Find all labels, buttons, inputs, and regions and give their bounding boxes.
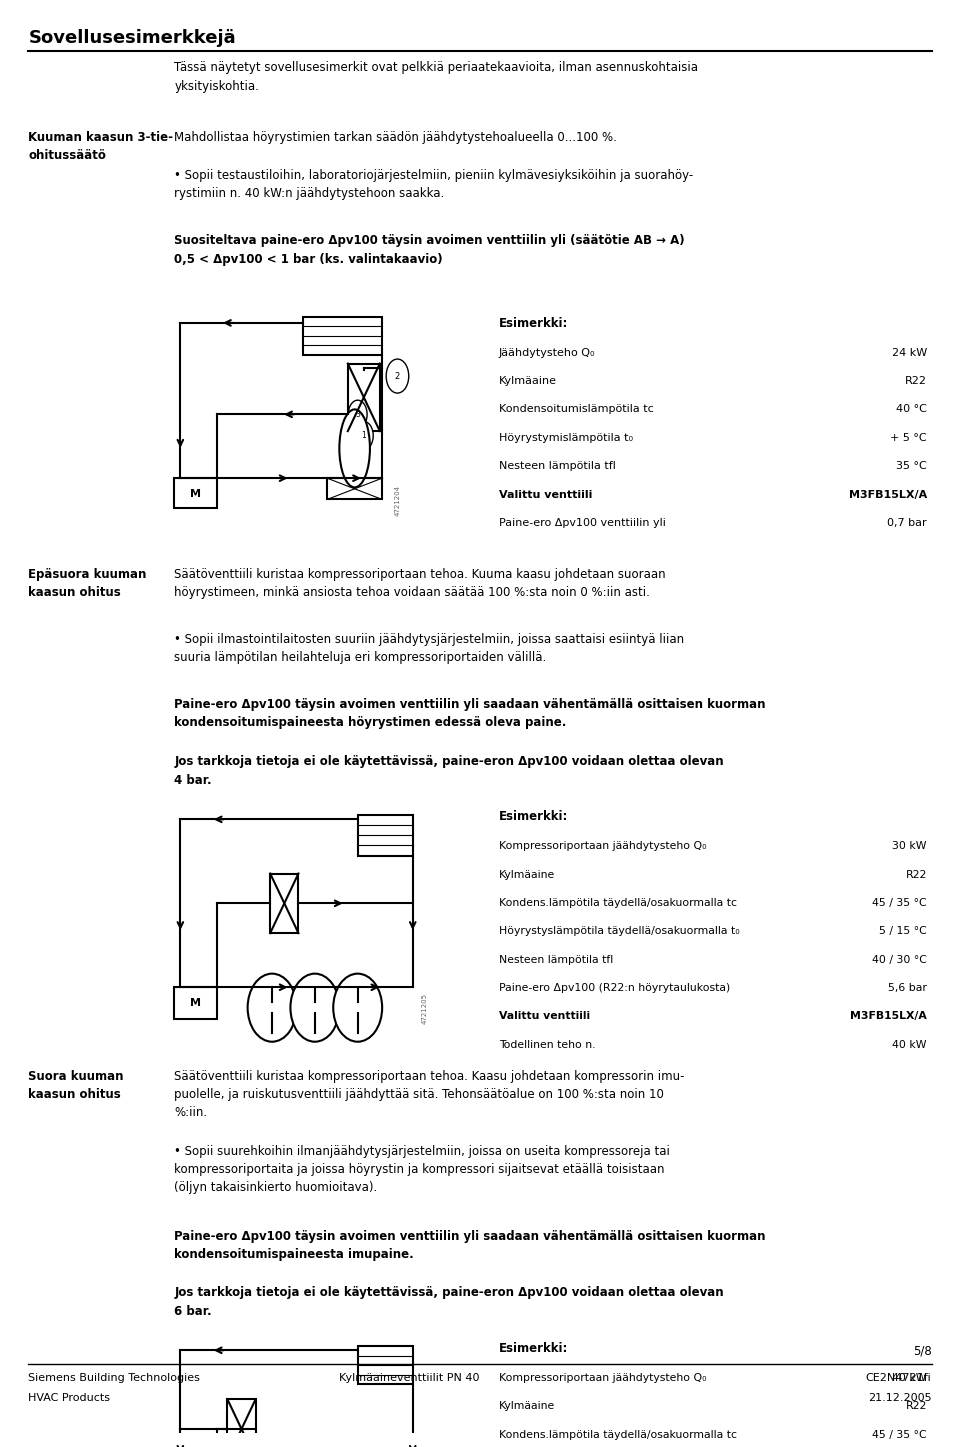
Text: 0,7 bar: 0,7 bar [887, 518, 927, 528]
Text: Siemens Building Technologies: Siemens Building Technologies [29, 1373, 201, 1383]
Bar [302, 317, 382, 355]
Text: 5 / 15 °C: 5 / 15 °C [879, 926, 927, 936]
Text: 4721205: 4721205 [421, 993, 428, 1023]
Text: R22: R22 [905, 870, 927, 880]
Text: HVAC Products: HVAC Products [29, 1393, 110, 1402]
Text: Esimerkki:: Esimerkki: [499, 1341, 568, 1354]
Text: Paine-ero Δpv100 venttiilin yli: Paine-ero Δpv100 venttiilin yli [499, 518, 665, 528]
Text: Kondens.lämpötila täydellä/osakuormalla tc: Kondens.lämpötila täydellä/osakuormalla … [499, 1430, 737, 1440]
Text: 30 kW: 30 kW [893, 841, 927, 851]
Text: Suora kuuman
kaasun ohitus: Suora kuuman kaasun ohitus [29, 1069, 124, 1101]
Ellipse shape [291, 974, 339, 1042]
Text: Suositeltava paine-ero Δpv100 täysin avoimen venttiilin yli (säätötie AB → A)
0,: Suositeltava paine-ero Δpv100 täysin avo… [174, 234, 684, 266]
Text: 1: 1 [361, 431, 366, 440]
Text: Tässä näytetyt sovellusesimerkit ovat pelkkiä periaatekaavioita, ilman asennusko: Tässä näytetyt sovellusesimerkit ovat pe… [174, 61, 698, 93]
Circle shape [354, 421, 373, 450]
Bar [358, 1346, 413, 1385]
Text: 45 / 35 °C: 45 / 35 °C [873, 899, 927, 907]
Bar [270, 874, 299, 933]
Text: 40 °C: 40 °C [896, 404, 927, 414]
Text: Kondens.lämpötila täydellä/osakuormalla tc: Kondens.lämpötila täydellä/osakuormalla … [499, 899, 737, 907]
Bar [327, 478, 382, 499]
Bar [228, 1399, 255, 1447]
Text: R22: R22 [905, 1401, 927, 1411]
Text: 45 / 35 °C: 45 / 35 °C [873, 1430, 927, 1440]
Text: Kondensoitumislämpötila tc: Kondensoitumislämpötila tc [499, 404, 654, 414]
Text: Nesteen lämpötila tfl: Nesteen lämpötila tfl [499, 462, 615, 472]
Text: M: M [190, 489, 202, 499]
Text: Paine-ero Δpv100 täysin avoimen venttiilin yli saadaan vähentämällä osittaisen k: Paine-ero Δpv100 täysin avoimen venttiil… [174, 697, 766, 729]
Text: Nesteen lämpötila tfl: Nesteen lämpötila tfl [499, 955, 613, 965]
Circle shape [386, 359, 409, 394]
Text: Kylmäaine: Kylmäaine [499, 376, 557, 386]
Text: 5,6 bar: 5,6 bar [888, 983, 927, 993]
Text: 40 kW: 40 kW [893, 1040, 927, 1049]
Text: 35 °C: 35 °C [896, 462, 927, 472]
Text: 40 / 30 °C: 40 / 30 °C [872, 955, 927, 965]
Bar [358, 815, 413, 855]
Text: Esimerkki:: Esimerkki: [499, 810, 568, 823]
Text: Kompressoriportaan jäähdytysteho Q₀: Kompressoriportaan jäähdytysteho Q₀ [499, 1373, 707, 1383]
Text: Kylmäaine: Kylmäaine [499, 870, 555, 880]
Text: • Sopii ilmastointilaitosten suuriin jäähdytysjärjestelmiin, joissa saattaisi es: • Sopii ilmastointilaitosten suuriin jää… [174, 632, 684, 664]
Circle shape [348, 401, 367, 428]
Text: 40 kW: 40 kW [893, 1373, 927, 1383]
Bar [174, 987, 217, 1019]
Text: + 5 °C: + 5 °C [890, 433, 927, 443]
Text: Esimerkki:: Esimerkki: [499, 317, 568, 330]
Text: Paine-ero Δpv100 (R22:n höyrytaulukosta): Paine-ero Δpv100 (R22:n höyrytaulukosta) [499, 983, 730, 993]
Text: Jos tarkkoja tietoja ei ole käytettävissä, paine-eron Δpv100 voidaan olettaa ole: Jos tarkkoja tietoja ei ole käytettäviss… [174, 755, 724, 787]
Text: 5/8: 5/8 [913, 1344, 931, 1357]
Text: Säätöventtiili kuristaa kompressoriportaan tehoa. Kaasu johdetaan kompressorin i: Säätöventtiili kuristaa kompressoriporta… [174, 1069, 684, 1119]
Text: Todellinen teho n.: Todellinen teho n. [499, 1040, 595, 1049]
Text: R22: R22 [905, 376, 927, 386]
Text: 21.12.2005: 21.12.2005 [868, 1393, 931, 1402]
Text: Säätöventtiili kuristaa kompressoriportaan tehoa. Kuuma kaasu johdetaan suoraan
: Säätöventtiili kuristaa kompressoriporta… [174, 567, 666, 599]
Text: 24 kW: 24 kW [892, 347, 927, 357]
Text: • Sopii testaustiloihin, laboratoriojärjestelmiin, pieniin kylmävesiyksiköihin j: • Sopii testaustiloihin, laboratoriojärj… [174, 169, 693, 200]
Text: Sovellusesimerkkejä: Sovellusesimerkkejä [29, 29, 236, 46]
Text: Kompressoriportaan jäähdytysteho Q₀: Kompressoriportaan jäähdytysteho Q₀ [499, 841, 707, 851]
Text: 3: 3 [355, 410, 360, 418]
Text: Paine-ero Δpv100 täysin avoimen venttiilin yli saadaan vähentämällä osittaisen k: Paine-ero Δpv100 täysin avoimen venttiil… [174, 1230, 766, 1260]
Text: Jos tarkkoja tietoja ei ole käytettävissä, paine-eron Δpv100 voidaan olettaa ole: Jos tarkkoja tietoja ei ole käytettäviss… [174, 1286, 724, 1318]
Text: 4721204: 4721204 [395, 485, 400, 517]
Text: M: M [190, 998, 202, 1009]
Text: Kylmäaine: Kylmäaine [499, 1401, 555, 1411]
Text: Valittu venttiili: Valittu venttiili [499, 489, 592, 499]
Text: M3FB15LX/A: M3FB15LX/A [851, 1011, 927, 1022]
Ellipse shape [339, 410, 370, 488]
Text: Jäähdytysteho Q₀: Jäähdytysteho Q₀ [499, 347, 595, 357]
Ellipse shape [333, 974, 382, 1042]
Bar [348, 363, 380, 431]
Text: M3FB15LX/A: M3FB15LX/A [849, 489, 927, 499]
Text: 2: 2 [395, 372, 400, 381]
Text: Höyrystyslämpötila täydellä/osakuormalla t₀: Höyrystyslämpötila täydellä/osakuormalla… [499, 926, 739, 936]
Text: CE2N4721fi: CE2N4721fi [866, 1373, 931, 1383]
Text: Mahdollistaa höyrystimien tarkan säädön jäähdytystehoalueella 0...100 %.: Mahdollistaa höyrystimien tarkan säädön … [174, 130, 617, 143]
Ellipse shape [248, 974, 297, 1042]
Text: Valittu venttiili: Valittu venttiili [499, 1011, 590, 1022]
Text: • Sopii suurehkoihin ilmanjäähdytysjärjestelmiin, joissa on useita kompressoreja: • Sopii suurehkoihin ilmanjäähdytysjärje… [174, 1145, 670, 1194]
Text: Epäsuora kuuman
kaasun ohitus: Epäsuora kuuman kaasun ohitus [29, 567, 147, 599]
Text: Kuuman kaasun 3-tie-
ohitussäätö: Kuuman kaasun 3-tie- ohitussäätö [29, 130, 174, 162]
Bar [174, 478, 217, 508]
Text: Höyrystymislämpötila t₀: Höyrystymislämpötila t₀ [499, 433, 633, 443]
Text: Kylmäaineventtiilit PN 40: Kylmäaineventtiilit PN 40 [339, 1373, 479, 1383]
